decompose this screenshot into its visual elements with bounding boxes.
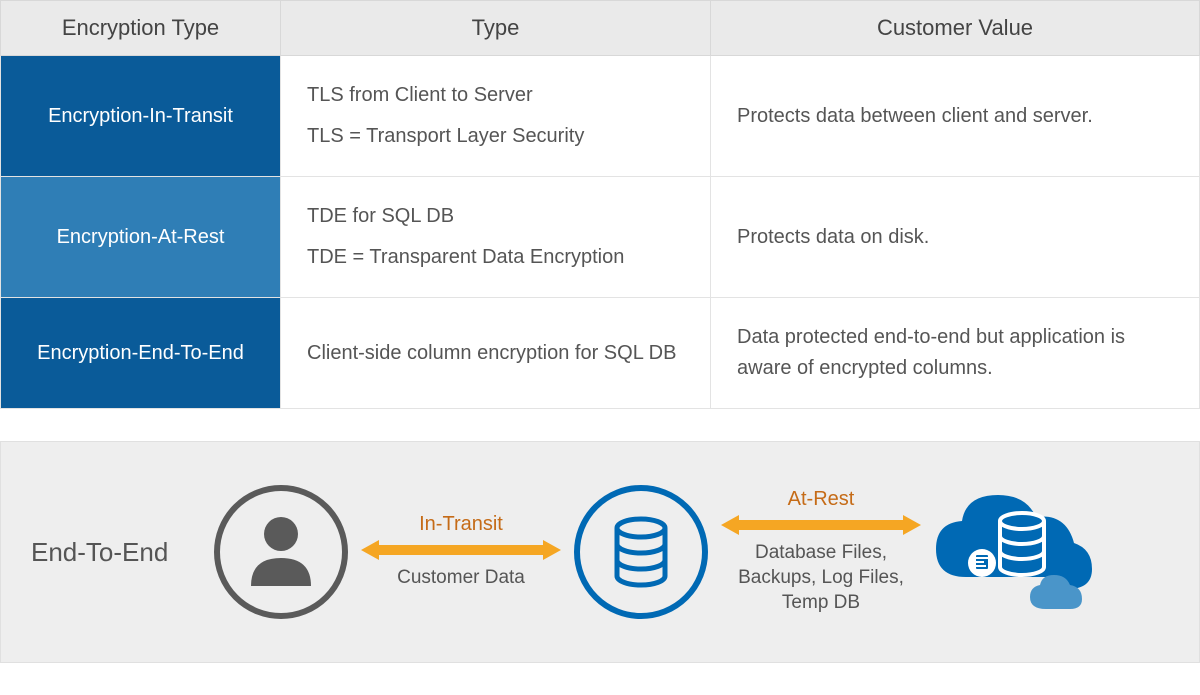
row-type: Client-side column encryption for SQL DB	[281, 298, 711, 409]
row-encryption-type: Encryption-End-To-End	[1, 298, 281, 409]
row-encryption-type: Encryption-At-Rest	[1, 177, 281, 298]
diagram-flow: In-Transit Customer Data At-Rest	[206, 477, 1169, 627]
diagram-panel: End-To-End In-Transit Customer Data	[0, 441, 1200, 663]
arrow1-bottom-label: Customer Data	[397, 566, 525, 591]
col-customer-value: Customer Value	[711, 1, 1200, 56]
end-to-end-label: End-To-End	[31, 537, 206, 568]
arrow1-top-label: In-Transit	[419, 513, 503, 536]
col-type: Type	[281, 1, 711, 56]
row-customer-value: Data protected end-to-end but applicatio…	[711, 298, 1200, 409]
table-row: Encryption-In-TransitTLS from Client to …	[1, 56, 1200, 177]
row-type: TDE for SQL DBTDE = Transparent Data Enc…	[281, 177, 711, 298]
arrow-in-transit: In-Transit Customer Data	[356, 513, 566, 591]
double-arrow-icon	[361, 540, 561, 560]
cloud-database-icon	[926, 477, 1096, 627]
col-encryption-type: Encryption Type	[1, 1, 281, 56]
arrow2-bottom-label: Database Files, Backups, Log Files, Temp…	[721, 541, 921, 615]
database-icon	[566, 482, 716, 622]
row-customer-value: Protects data on disk.	[711, 177, 1200, 298]
table-header-row: Encryption Type Type Customer Value	[1, 1, 1200, 56]
row-customer-value: Protects data between client and server.	[711, 56, 1200, 177]
arrow-at-rest: At-Rest Database Files, Backups, Log Fil…	[716, 488, 926, 615]
arrow2-top-label: At-Rest	[788, 488, 855, 511]
table-row: Encryption-End-To-EndClient-side column …	[1, 298, 1200, 409]
row-type: TLS from Client to ServerTLS = Transport…	[281, 56, 711, 177]
encryption-table: Encryption Type Type Customer Value Encr…	[0, 0, 1200, 409]
row-encryption-type: Encryption-In-Transit	[1, 56, 281, 177]
double-arrow-icon	[721, 515, 921, 535]
table-row: Encryption-At-RestTDE for SQL DBTDE = Tr…	[1, 177, 1200, 298]
user-icon	[206, 482, 356, 622]
